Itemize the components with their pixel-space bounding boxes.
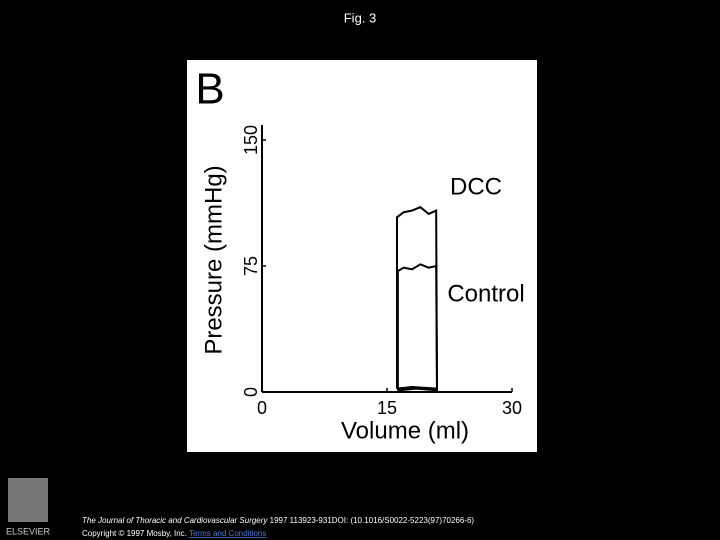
journal-name: The Journal of Thoracic and Cardiovascul… [82,516,268,525]
terms-link[interactable]: Terms and Conditions [189,529,266,538]
logo-text: ELSEVIER [6,526,51,536]
x-tick-label: 30 [502,398,522,418]
x-tick-label: 15 [377,398,397,418]
pv-loop [396,263,439,392]
x-axis-title: Volume (ml) [341,417,469,444]
series-label: DCC [450,173,502,200]
citation: The Journal of Thoracic and Cardiovascul… [82,516,474,525]
publisher-logo: ELSEVIER [6,478,51,536]
y-axis-title: Pressure (mmHg) [200,165,227,354]
y-tick-label: 75 [241,256,261,276]
copyright: Copyright © 1997 Mosby, Inc. [82,529,189,538]
figure-panel [187,60,537,452]
x-tick-label: 0 [257,398,267,418]
slide-header: Fig. 3 [344,10,377,25]
y-tick-label: 0 [241,387,261,397]
pv-loop [396,206,439,390]
doi: 1997 113923-931DOI: (10.1016/S0022-5223(… [267,516,474,525]
panel-label: B [195,65,224,114]
copyright-line: Copyright © 1997 Mosby, Inc. Terms and C… [82,529,266,538]
series-label: Control [447,280,524,307]
y-tick-label: 150 [241,125,261,155]
logo-tree [8,478,48,522]
